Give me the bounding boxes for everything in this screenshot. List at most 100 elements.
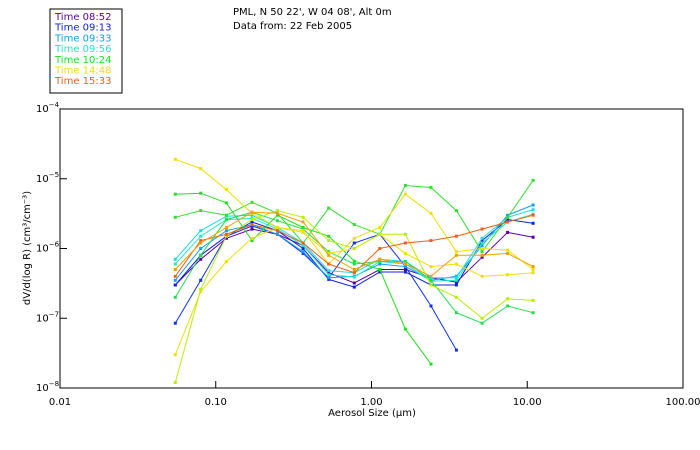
y-tick-label: 10−6 — [36, 241, 60, 255]
data-point — [327, 251, 331, 255]
data-point — [276, 226, 279, 229]
data-point — [250, 200, 254, 204]
data-point — [199, 209, 203, 213]
data-point — [429, 186, 433, 189]
data-point — [403, 270, 407, 274]
data-point — [480, 316, 484, 320]
plot-frame — [59, 108, 684, 389]
data-point — [327, 273, 331, 277]
data-point — [403, 184, 407, 187]
data-point — [301, 229, 305, 233]
data-point — [429, 362, 433, 366]
data-point — [352, 285, 356, 289]
data-point — [199, 257, 203, 261]
data-point — [531, 208, 535, 212]
data-point — [173, 381, 177, 384]
data-point — [454, 250, 458, 254]
data-point — [352, 262, 356, 266]
data-point — [506, 218, 510, 222]
data-point — [429, 265, 433, 269]
data-point — [531, 311, 535, 315]
data-point — [352, 275, 356, 279]
data-point — [378, 270, 382, 274]
data-point — [250, 218, 254, 222]
data-point — [429, 239, 433, 243]
data-point — [301, 230, 305, 234]
data-point — [352, 271, 356, 275]
data-point — [429, 211, 433, 215]
data-point — [276, 229, 279, 233]
series-time-10-24 — [173, 191, 433, 366]
data-point — [480, 241, 484, 245]
legend-entry: Time 14:48 — [54, 66, 111, 77]
data-point — [531, 268, 535, 271]
chart-title: PML, N 50 22', W 04 08', Alt 0m — [233, 7, 392, 18]
data-point — [173, 295, 177, 299]
data-point — [403, 262, 407, 266]
data-point — [352, 223, 356, 227]
data-point — [454, 295, 458, 299]
data-point — [454, 311, 458, 315]
data-point — [301, 227, 305, 231]
data-point — [327, 269, 331, 273]
data-point — [531, 203, 535, 207]
data-point — [301, 244, 305, 248]
chart-subtitle: Data from: 22 Feb 2005 — [233, 21, 352, 32]
data-point — [224, 218, 228, 222]
legend-entry: Time 09:56 — [54, 44, 111, 55]
x-axis-label: Aerosol Size (μm) — [328, 408, 416, 419]
data-point — [378, 247, 382, 250]
data-point — [301, 250, 305, 254]
data-point — [301, 251, 305, 255]
data-point — [250, 210, 254, 214]
data-point — [378, 262, 382, 266]
series-time-10-24-c — [173, 210, 535, 325]
y-tick-label: 10−5 — [36, 171, 59, 185]
data-point — [199, 191, 203, 195]
data-point — [327, 262, 331, 266]
data-point — [199, 287, 203, 291]
legend-entry: Time 09:13 — [54, 23, 111, 34]
data-point — [429, 283, 433, 287]
data-point — [301, 215, 305, 219]
data-point — [224, 229, 228, 233]
data-point — [301, 226, 305, 229]
data-point — [250, 220, 254, 224]
data-point — [301, 247, 305, 250]
data-point — [276, 219, 279, 223]
data-point — [506, 215, 510, 219]
data-point — [276, 211, 279, 215]
axis-ticks: 0.01 0.10 1.00 10.00 100.00 10−4 10−5 10−6 10−7 1… — [36, 101, 700, 408]
data-point — [454, 283, 458, 287]
data-point — [352, 281, 356, 285]
x-tick-label: 100.00 — [666, 397, 700, 408]
data-point — [531, 221, 535, 225]
data-point — [250, 239, 254, 243]
data-point — [531, 213, 535, 217]
data-point — [378, 268, 382, 271]
data-point — [480, 255, 484, 259]
data-point — [531, 178, 535, 182]
data-point — [224, 236, 228, 240]
data-point — [531, 298, 535, 302]
data-point — [403, 241, 407, 245]
legend-box — [49, 8, 123, 94]
legend-entry: Time 10:24 — [54, 55, 111, 66]
data-point — [378, 257, 382, 261]
data-point — [301, 241, 305, 245]
y-tick-label: 10−8 — [36, 380, 59, 394]
data-point — [224, 234, 228, 238]
legend-entry: Time 15:33 — [54, 76, 111, 87]
data-point — [327, 271, 331, 275]
data-point — [480, 250, 484, 254]
data-point — [352, 259, 356, 263]
y-axis-label: dV/d(log R) (cm³/cm⁻³) — [22, 191, 33, 305]
data-point — [199, 234, 203, 238]
data-point — [224, 232, 228, 236]
legend-entry: Time 09:33 — [54, 33, 111, 44]
data-point — [454, 278, 458, 282]
series-line — [174, 211, 534, 324]
data-point — [429, 304, 433, 308]
data-point — [199, 229, 203, 233]
